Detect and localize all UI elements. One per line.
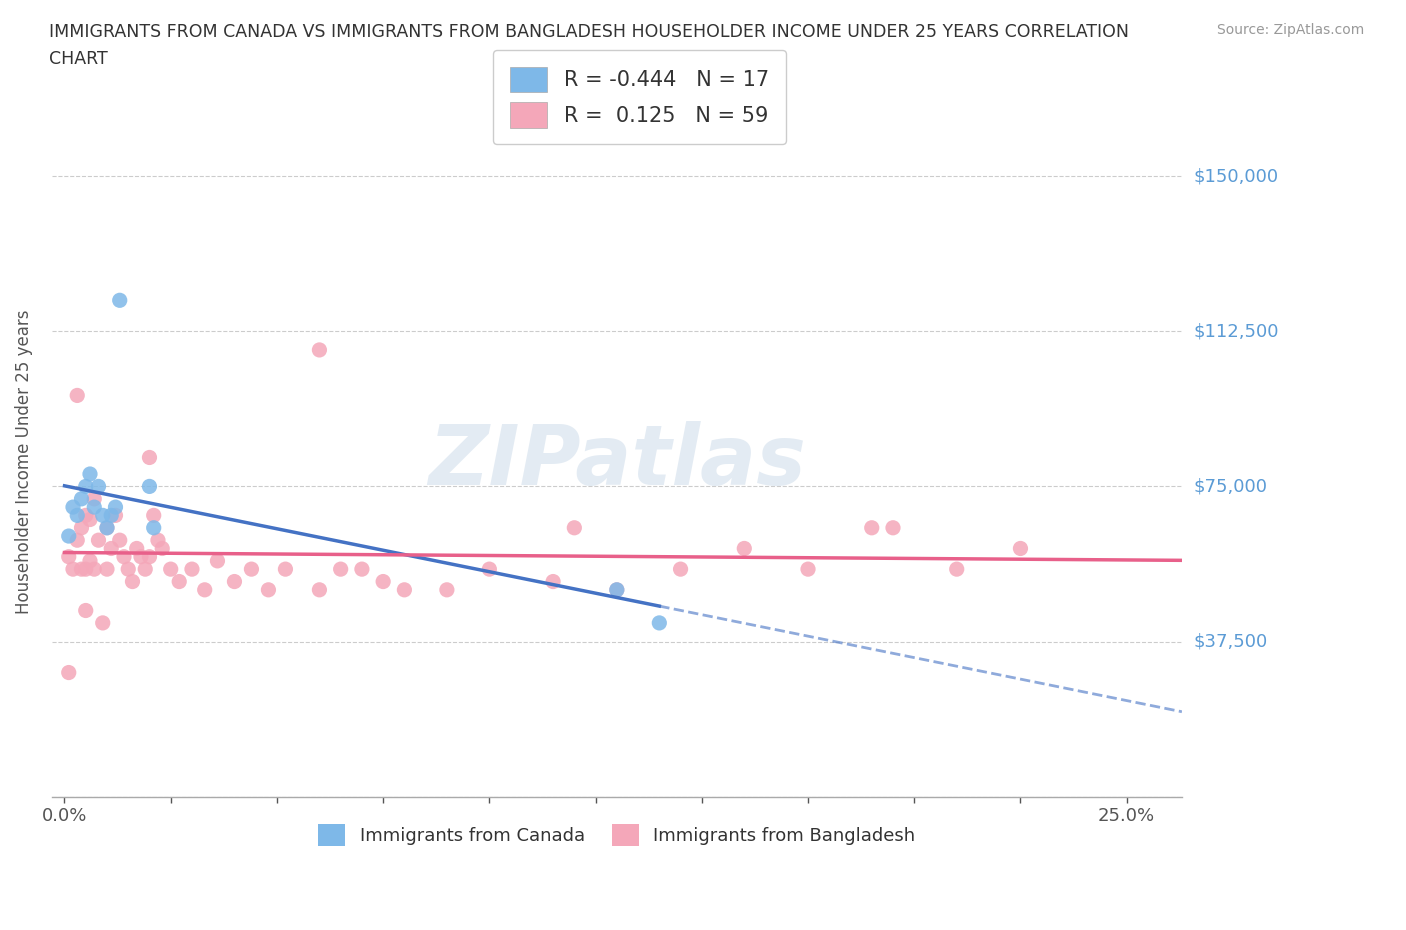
Point bbox=[108, 533, 131, 548]
Point bbox=[1010, 541, 1032, 556]
Point bbox=[648, 616, 671, 631]
Point bbox=[75, 562, 97, 577]
Point bbox=[70, 521, 93, 536]
Point bbox=[150, 541, 173, 556]
Point bbox=[134, 562, 156, 577]
Point bbox=[100, 541, 122, 556]
Point bbox=[96, 521, 118, 536]
Point bbox=[797, 562, 820, 577]
Point bbox=[83, 562, 105, 577]
Point bbox=[83, 499, 105, 514]
Point bbox=[350, 562, 373, 577]
Point bbox=[108, 293, 131, 308]
Point bbox=[373, 574, 395, 589]
Point bbox=[91, 508, 114, 523]
Point bbox=[58, 528, 80, 543]
Text: Source: ZipAtlas.com: Source: ZipAtlas.com bbox=[1216, 23, 1364, 37]
Point bbox=[860, 521, 883, 536]
Point bbox=[167, 574, 190, 589]
Point bbox=[91, 616, 114, 631]
Point bbox=[58, 550, 80, 565]
Point bbox=[541, 574, 564, 589]
Point bbox=[606, 582, 628, 597]
Point bbox=[66, 508, 89, 523]
Point bbox=[75, 603, 97, 618]
Text: ZIPatlas: ZIPatlas bbox=[427, 421, 806, 502]
Point bbox=[62, 562, 84, 577]
Point bbox=[58, 665, 80, 680]
Point bbox=[159, 562, 181, 577]
Point bbox=[146, 533, 169, 548]
Point bbox=[138, 550, 160, 565]
Point bbox=[70, 562, 93, 577]
Text: $37,500: $37,500 bbox=[1194, 632, 1267, 650]
Point bbox=[194, 582, 217, 597]
Point bbox=[129, 550, 152, 565]
Point bbox=[96, 521, 118, 536]
Point bbox=[75, 508, 97, 523]
Point bbox=[87, 533, 110, 548]
Text: $75,000: $75,000 bbox=[1194, 477, 1267, 496]
Point bbox=[117, 562, 139, 577]
Y-axis label: Householder Income Under 25 years: Householder Income Under 25 years bbox=[15, 310, 32, 614]
Point bbox=[224, 574, 246, 589]
Point bbox=[329, 562, 352, 577]
Point bbox=[606, 582, 628, 597]
Point bbox=[79, 553, 101, 568]
Legend: Immigrants from Canada, Immigrants from Bangladesh: Immigrants from Canada, Immigrants from … bbox=[309, 815, 925, 855]
Point bbox=[394, 582, 416, 597]
Point bbox=[66, 388, 89, 403]
Text: IMMIGRANTS FROM CANADA VS IMMIGRANTS FROM BANGLADESH HOUSEHOLDER INCOME UNDER 25: IMMIGRANTS FROM CANADA VS IMMIGRANTS FRO… bbox=[49, 23, 1129, 68]
Point bbox=[207, 553, 229, 568]
Point bbox=[75, 479, 97, 494]
Point bbox=[308, 342, 330, 357]
Point bbox=[83, 491, 105, 506]
Point bbox=[274, 562, 297, 577]
Point bbox=[79, 512, 101, 527]
Point bbox=[121, 574, 143, 589]
Point bbox=[96, 562, 118, 577]
Point bbox=[79, 467, 101, 482]
Point bbox=[62, 499, 84, 514]
Text: $112,500: $112,500 bbox=[1194, 323, 1278, 340]
Text: $150,000: $150,000 bbox=[1194, 167, 1278, 185]
Point bbox=[142, 521, 165, 536]
Point bbox=[138, 479, 160, 494]
Point bbox=[181, 562, 204, 577]
Point bbox=[66, 533, 89, 548]
Point bbox=[478, 562, 501, 577]
Point bbox=[87, 479, 110, 494]
Point bbox=[436, 582, 458, 597]
Point bbox=[125, 541, 148, 556]
Point bbox=[104, 508, 127, 523]
Point bbox=[142, 508, 165, 523]
Point bbox=[104, 499, 127, 514]
Point bbox=[112, 550, 135, 565]
Point bbox=[308, 582, 330, 597]
Point bbox=[562, 521, 585, 536]
Point bbox=[100, 508, 122, 523]
Point bbox=[240, 562, 263, 577]
Point bbox=[257, 582, 280, 597]
Point bbox=[733, 541, 755, 556]
Point bbox=[882, 521, 904, 536]
Point bbox=[945, 562, 967, 577]
Point bbox=[669, 562, 692, 577]
Point bbox=[138, 450, 160, 465]
Point bbox=[70, 491, 93, 506]
